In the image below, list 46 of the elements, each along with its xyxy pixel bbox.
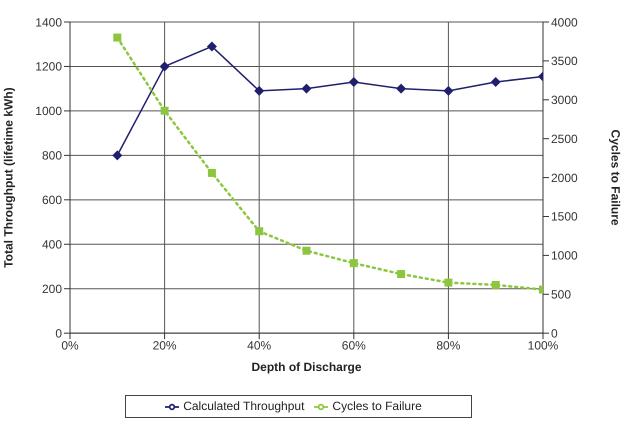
point bbox=[444, 278, 452, 287]
y2-tick-label: 2500 bbox=[551, 132, 578, 146]
point bbox=[255, 227, 264, 236]
y-tick-label: 800 bbox=[42, 148, 62, 163]
y-tick-label: 400 bbox=[42, 238, 62, 252]
y-tick-label: 600 bbox=[42, 193, 62, 208]
point bbox=[112, 150, 122, 160]
x-tick-label: 80% bbox=[436, 338, 461, 353]
point bbox=[302, 84, 312, 94]
point bbox=[443, 86, 454, 96]
point bbox=[302, 246, 310, 255]
y2-tick-label: 500 bbox=[551, 288, 572, 302]
y-tick-label: 1400 bbox=[35, 15, 62, 30]
legend-label: Cycles to Failure bbox=[332, 399, 422, 414]
point bbox=[348, 77, 359, 88]
legend-label: Calculated Throughput bbox=[183, 399, 304, 414]
y2-tick-label: 2000 bbox=[551, 170, 578, 185]
y2-tick-label: 1000 bbox=[551, 248, 578, 263]
x-tick-label: 40% bbox=[247, 338, 272, 353]
y-tick-label: 1000 bbox=[35, 104, 62, 118]
x-tick-label: 60% bbox=[342, 338, 366, 353]
y-tick-label: 200 bbox=[42, 282, 62, 296]
x-axis-title: Depth of Discharge bbox=[251, 360, 362, 374]
x-tick-label: 20% bbox=[152, 338, 177, 353]
point bbox=[206, 41, 217, 52]
y2-axis-title: Cycles to Failure bbox=[608, 130, 623, 226]
y2-tick-label: 3500 bbox=[551, 54, 578, 68]
y2-tick-label: 1500 bbox=[551, 210, 578, 224]
x-tick-label: 0% bbox=[61, 338, 79, 353]
point bbox=[113, 34, 122, 42]
point bbox=[492, 280, 500, 289]
point bbox=[160, 61, 170, 72]
point bbox=[208, 168, 216, 177]
y2-tick-label: 4000 bbox=[551, 15, 578, 30]
point bbox=[396, 84, 406, 94]
point bbox=[254, 86, 264, 96]
y2-tick-label: 3000 bbox=[551, 93, 578, 108]
x-tick-label: 100% bbox=[528, 338, 559, 353]
y-axis-title: Total Throughput (lifetime kWh) bbox=[1, 87, 16, 268]
point bbox=[490, 77, 501, 88]
point bbox=[160, 106, 169, 115]
point bbox=[397, 270, 406, 278]
y2-tick-label: 0 bbox=[551, 326, 558, 340]
point bbox=[350, 259, 358, 268]
y-tick-label: 0 bbox=[55, 326, 62, 340]
y-tick-label: 1200 bbox=[35, 60, 62, 74]
